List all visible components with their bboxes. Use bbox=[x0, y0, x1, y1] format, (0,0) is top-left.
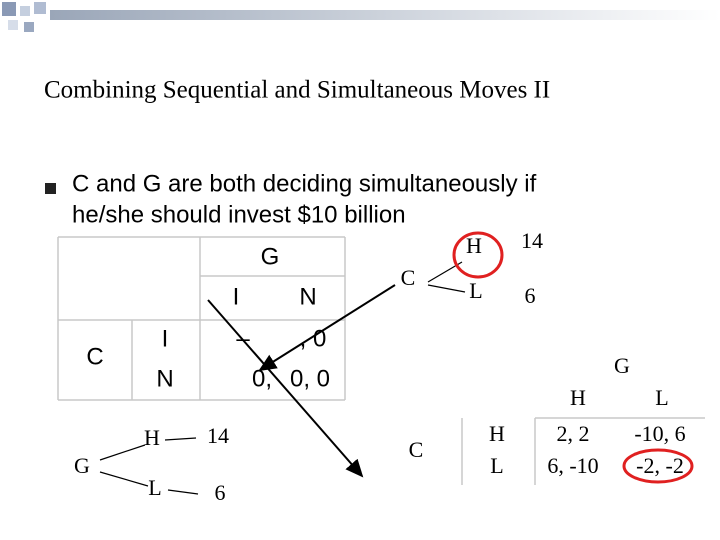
cell: 6, -10 bbox=[547, 453, 598, 478]
cell: 0, bbox=[252, 365, 272, 392]
cell: , 0 bbox=[300, 325, 327, 352]
tree-bottom: G H 14 L 6 bbox=[74, 423, 229, 505]
arrows bbox=[207, 284, 396, 478]
cell: – bbox=[236, 325, 250, 352]
cell: 0, 0 bbox=[290, 365, 330, 392]
row-label: I bbox=[162, 325, 169, 352]
branch-label: H bbox=[466, 233, 482, 258]
row-player: C bbox=[409, 437, 424, 462]
cell: 2, 2 bbox=[557, 421, 590, 446]
cell: -10, 6 bbox=[634, 421, 685, 446]
payoff: 6 bbox=[215, 480, 226, 505]
payoff: 6 bbox=[525, 283, 536, 308]
payoff: 14 bbox=[521, 228, 543, 253]
title: Combining Sequential and Simultaneous Mo… bbox=[44, 77, 550, 104]
column-player: G bbox=[614, 353, 630, 378]
bullet-marker bbox=[45, 183, 56, 194]
column-label: I bbox=[233, 283, 240, 310]
column-player: G bbox=[261, 243, 280, 270]
node: C bbox=[401, 265, 416, 290]
payoff: 14 bbox=[207, 423, 229, 448]
row-player: C bbox=[86, 343, 103, 370]
branch-label: H bbox=[144, 425, 160, 450]
node: G bbox=[74, 453, 90, 478]
branch-label: L bbox=[469, 278, 482, 303]
row-label: H bbox=[489, 421, 505, 446]
bullet-line: he/she should invest $10 billion bbox=[72, 201, 406, 228]
row-label: L bbox=[490, 453, 503, 478]
branch-label: L bbox=[148, 475, 161, 500]
cell: -2, -2 bbox=[636, 453, 684, 478]
row-label: N bbox=[156, 365, 173, 392]
left-table-lines bbox=[57, 236, 346, 401]
column-label: N bbox=[299, 283, 316, 310]
bullet-line: C and G are both deciding simultaneously… bbox=[72, 170, 537, 197]
column-label: H bbox=[570, 385, 586, 410]
tree-top: C H 14 L 6 bbox=[401, 228, 543, 308]
right-table: G H L C H L 2, 2 -10, 6 6, -10 -2, -2 bbox=[409, 353, 705, 485]
column-label: L bbox=[655, 385, 668, 410]
decoration bbox=[2, 2, 720, 194]
